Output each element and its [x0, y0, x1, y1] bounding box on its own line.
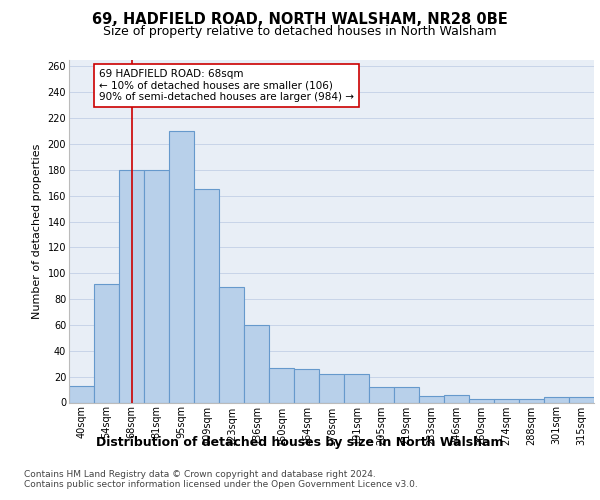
Bar: [544, 398, 569, 402]
Bar: [369, 387, 394, 402]
Bar: [244, 325, 269, 402]
Bar: [494, 398, 519, 402]
Bar: [294, 369, 319, 402]
Bar: [344, 374, 369, 402]
Text: Distribution of detached houses by size in North Walsham: Distribution of detached houses by size …: [96, 436, 504, 449]
Bar: [569, 398, 594, 402]
Bar: [169, 131, 194, 402]
Bar: [94, 284, 119, 403]
Bar: [394, 387, 419, 402]
Text: 69, HADFIELD ROAD, NORTH WALSHAM, NR28 0BE: 69, HADFIELD ROAD, NORTH WALSHAM, NR28 0…: [92, 12, 508, 28]
Bar: [194, 189, 219, 402]
Bar: [519, 398, 544, 402]
Bar: [269, 368, 294, 402]
Bar: [469, 398, 494, 402]
Text: 69 HADFIELD ROAD: 68sqm
← 10% of detached houses are smaller (106)
90% of semi-d: 69 HADFIELD ROAD: 68sqm ← 10% of detache…: [99, 69, 354, 102]
Bar: [219, 288, 244, 403]
Bar: [319, 374, 344, 402]
Text: Size of property relative to detached houses in North Walsham: Size of property relative to detached ho…: [103, 25, 497, 38]
Bar: [69, 386, 94, 402]
Y-axis label: Number of detached properties: Number of detached properties: [32, 144, 42, 319]
Bar: [419, 396, 444, 402]
Bar: [444, 394, 469, 402]
Text: Contains HM Land Registry data © Crown copyright and database right 2024.: Contains HM Land Registry data © Crown c…: [24, 470, 376, 479]
Bar: [144, 170, 169, 402]
Text: Contains public sector information licensed under the Open Government Licence v3: Contains public sector information licen…: [24, 480, 418, 489]
Bar: [119, 170, 144, 402]
